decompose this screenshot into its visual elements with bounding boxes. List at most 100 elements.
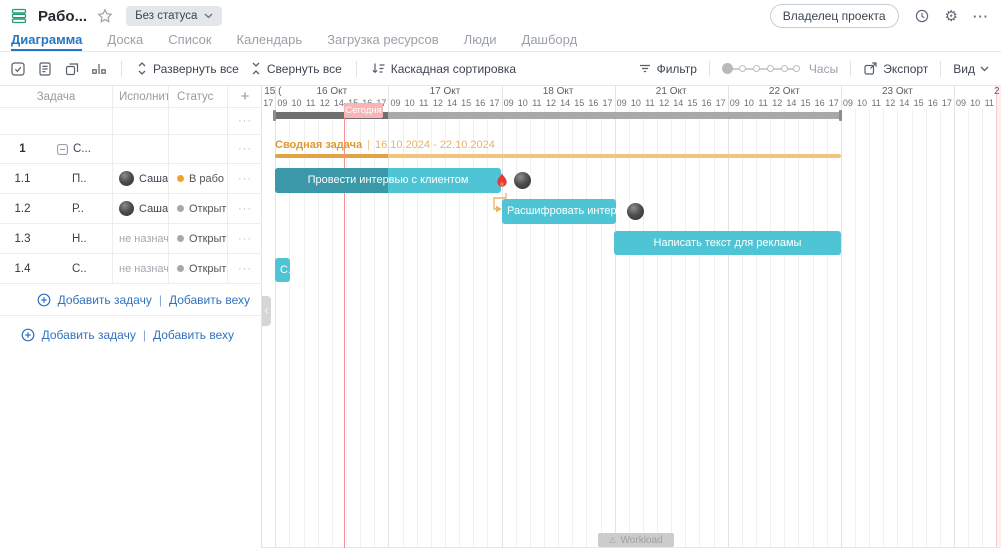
grid-line: [515, 109, 517, 548]
grid-line: [869, 109, 871, 548]
row-menu-button[interactable]: ···: [227, 194, 262, 223]
day-label: 23 Окт: [882, 86, 913, 97]
summary-task-bar[interactable]: [275, 154, 841, 158]
export-button[interactable]: Экспорт: [863, 61, 928, 76]
today-line: [344, 103, 345, 548]
add-milestone-link[interactable]: Добавить веху: [152, 328, 234, 342]
summary-task-progress: [275, 154, 388, 158]
project-owner-button[interactable]: Владелец проекта: [769, 4, 899, 28]
task-bar[interactable]: Расшифровать интервью ...: [502, 199, 616, 224]
tab-5[interactable]: Люди: [463, 32, 497, 47]
grid-line: [883, 109, 885, 548]
collapse-all-button[interactable]: Свернуть все: [250, 61, 342, 76]
hour-tick-label: 12: [545, 98, 556, 108]
slider-step[interactable]: [780, 65, 788, 72]
day-boundary-line: [275, 86, 277, 548]
row-menu-button[interactable]: ···: [227, 108, 262, 134]
toolbar-right-group: Фильтр Часы Экспорт Вид: [638, 60, 989, 77]
hour-tick-label: 14: [899, 98, 910, 108]
grid-line: [459, 109, 461, 548]
row-menu-button[interactable]: ···: [227, 164, 262, 193]
add-task-link[interactable]: Добавить задачу: [57, 292, 152, 307]
tab-1[interactable]: Доска: [107, 32, 144, 47]
task-table: Задача Исполните. Статус + ···1С...···1.…: [0, 86, 262, 548]
gantt-toolbar: Развернуть все Свернуть все Каскадная со…: [0, 52, 1001, 86]
status-dropdown[interactable]: Без статуса: [126, 6, 223, 26]
collapse-all-label: Свернуть все: [266, 61, 342, 76]
add-task-link[interactable]: Добавить задачу: [41, 328, 136, 342]
hour-tick-label: 11: [419, 98, 429, 108]
history-icon[interactable]: [914, 8, 930, 24]
copy-tasks-icon[interactable]: [64, 61, 80, 77]
cascade-sort-label: Каскадная сортировка: [390, 61, 517, 76]
more-options-button[interactable]: ···: [973, 8, 989, 24]
add-milestone-link[interactable]: Добавить веху: [168, 292, 250, 307]
hour-tick-label: 17: [489, 98, 500, 108]
row-menu-button[interactable]: ···: [227, 224, 262, 253]
avatar: [119, 171, 134, 186]
grid-line: [770, 109, 772, 548]
task-bar[interactable]: С...: [275, 258, 290, 282]
export-label: Экспорт: [883, 61, 929, 76]
grid-line: [968, 109, 970, 548]
add-column-button[interactable]: +: [227, 86, 262, 107]
tab-0[interactable]: Диаграмма: [11, 30, 83, 51]
task-title-text: С...: [73, 143, 91, 155]
add-circle-icon: [37, 293, 51, 307]
hour-tick-label: 10: [970, 98, 981, 108]
grid-line: [487, 109, 489, 548]
slider-handle[interactable]: [721, 63, 733, 74]
tab-4[interactable]: Загрузка ресурсов: [327, 32, 439, 47]
timescale-slider[interactable]: [721, 62, 800, 76]
view-dropdown[interactable]: Вид: [953, 62, 989, 76]
task-title: Р..: [45, 194, 112, 223]
avatar: [119, 201, 134, 216]
hour-tick-label: 10: [743, 98, 754, 108]
cascade-sort-button[interactable]: Каскадная сортировка: [371, 61, 516, 76]
column-status: Статус: [168, 86, 227, 107]
table-row: 1 С... ···: [0, 135, 262, 164]
task-bar[interactable]: Провести интервью с клиентом: [275, 168, 501, 193]
milestone-align-icon[interactable]: [91, 61, 107, 77]
summary-task-title: Сводная задача: [275, 138, 363, 151]
assignee-name: не назнач...: [119, 262, 168, 275]
grid-line: [713, 109, 715, 548]
summary-task-label: Сводная задача | 16.10.2024 - 22.10.2024: [275, 138, 495, 151]
hour-tick-label: 17: [715, 98, 726, 108]
task-bar-label: Расшифровать интервью ...: [507, 205, 616, 217]
panel-collapse-handle[interactable]: ‹: [262, 296, 271, 326]
status-dot: [177, 175, 184, 182]
workload-button[interactable]: △ Workload: [598, 533, 674, 547]
collapse-minus-icon[interactable]: [57, 143, 68, 155]
tab-3[interactable]: Календарь: [236, 32, 303, 47]
task-title-text: П..: [72, 172, 87, 185]
task-list-icon[interactable]: [37, 61, 53, 77]
tab-6[interactable]: Дашборд: [521, 32, 578, 47]
settings-gear-icon[interactable]: ⚙: [944, 7, 958, 25]
hour-tick-label: 15: [800, 98, 811, 108]
grid-line: [430, 109, 432, 548]
assignee-name: не назнач...: [119, 232, 168, 245]
tab-2[interactable]: Список: [168, 32, 212, 47]
day-boundary-line: [388, 86, 390, 548]
checkbox-icon[interactable]: [10, 61, 26, 77]
hour-tick-label: 12: [659, 98, 670, 108]
expand-all-button[interactable]: Развернуть все: [136, 61, 239, 76]
slider-step[interactable]: [766, 65, 774, 72]
task-bar-label: С...: [280, 264, 290, 276]
task-bar[interactable]: Написать текст для рекламы: [614, 231, 841, 255]
row-menu-button[interactable]: ···: [227, 135, 262, 163]
grid-line: [558, 109, 560, 548]
status-cell: Открыт: [168, 254, 227, 283]
slider-step[interactable]: [792, 65, 800, 72]
hour-tick-label: 11: [871, 98, 881, 108]
grid-line: [374, 109, 376, 548]
tab-bar: Диаграмма Доска Список Календарь Загрузка ре…: [0, 30, 1001, 52]
slider-step[interactable]: [752, 65, 760, 72]
favorite-star-icon[interactable]: [97, 8, 113, 24]
row-menu-button[interactable]: ···: [227, 254, 262, 283]
task-number: 1: [19, 143, 26, 155]
timescale-label: Часы: [808, 61, 839, 76]
slider-step[interactable]: [738, 65, 746, 72]
filter-button[interactable]: Фильтр: [638, 62, 697, 76]
